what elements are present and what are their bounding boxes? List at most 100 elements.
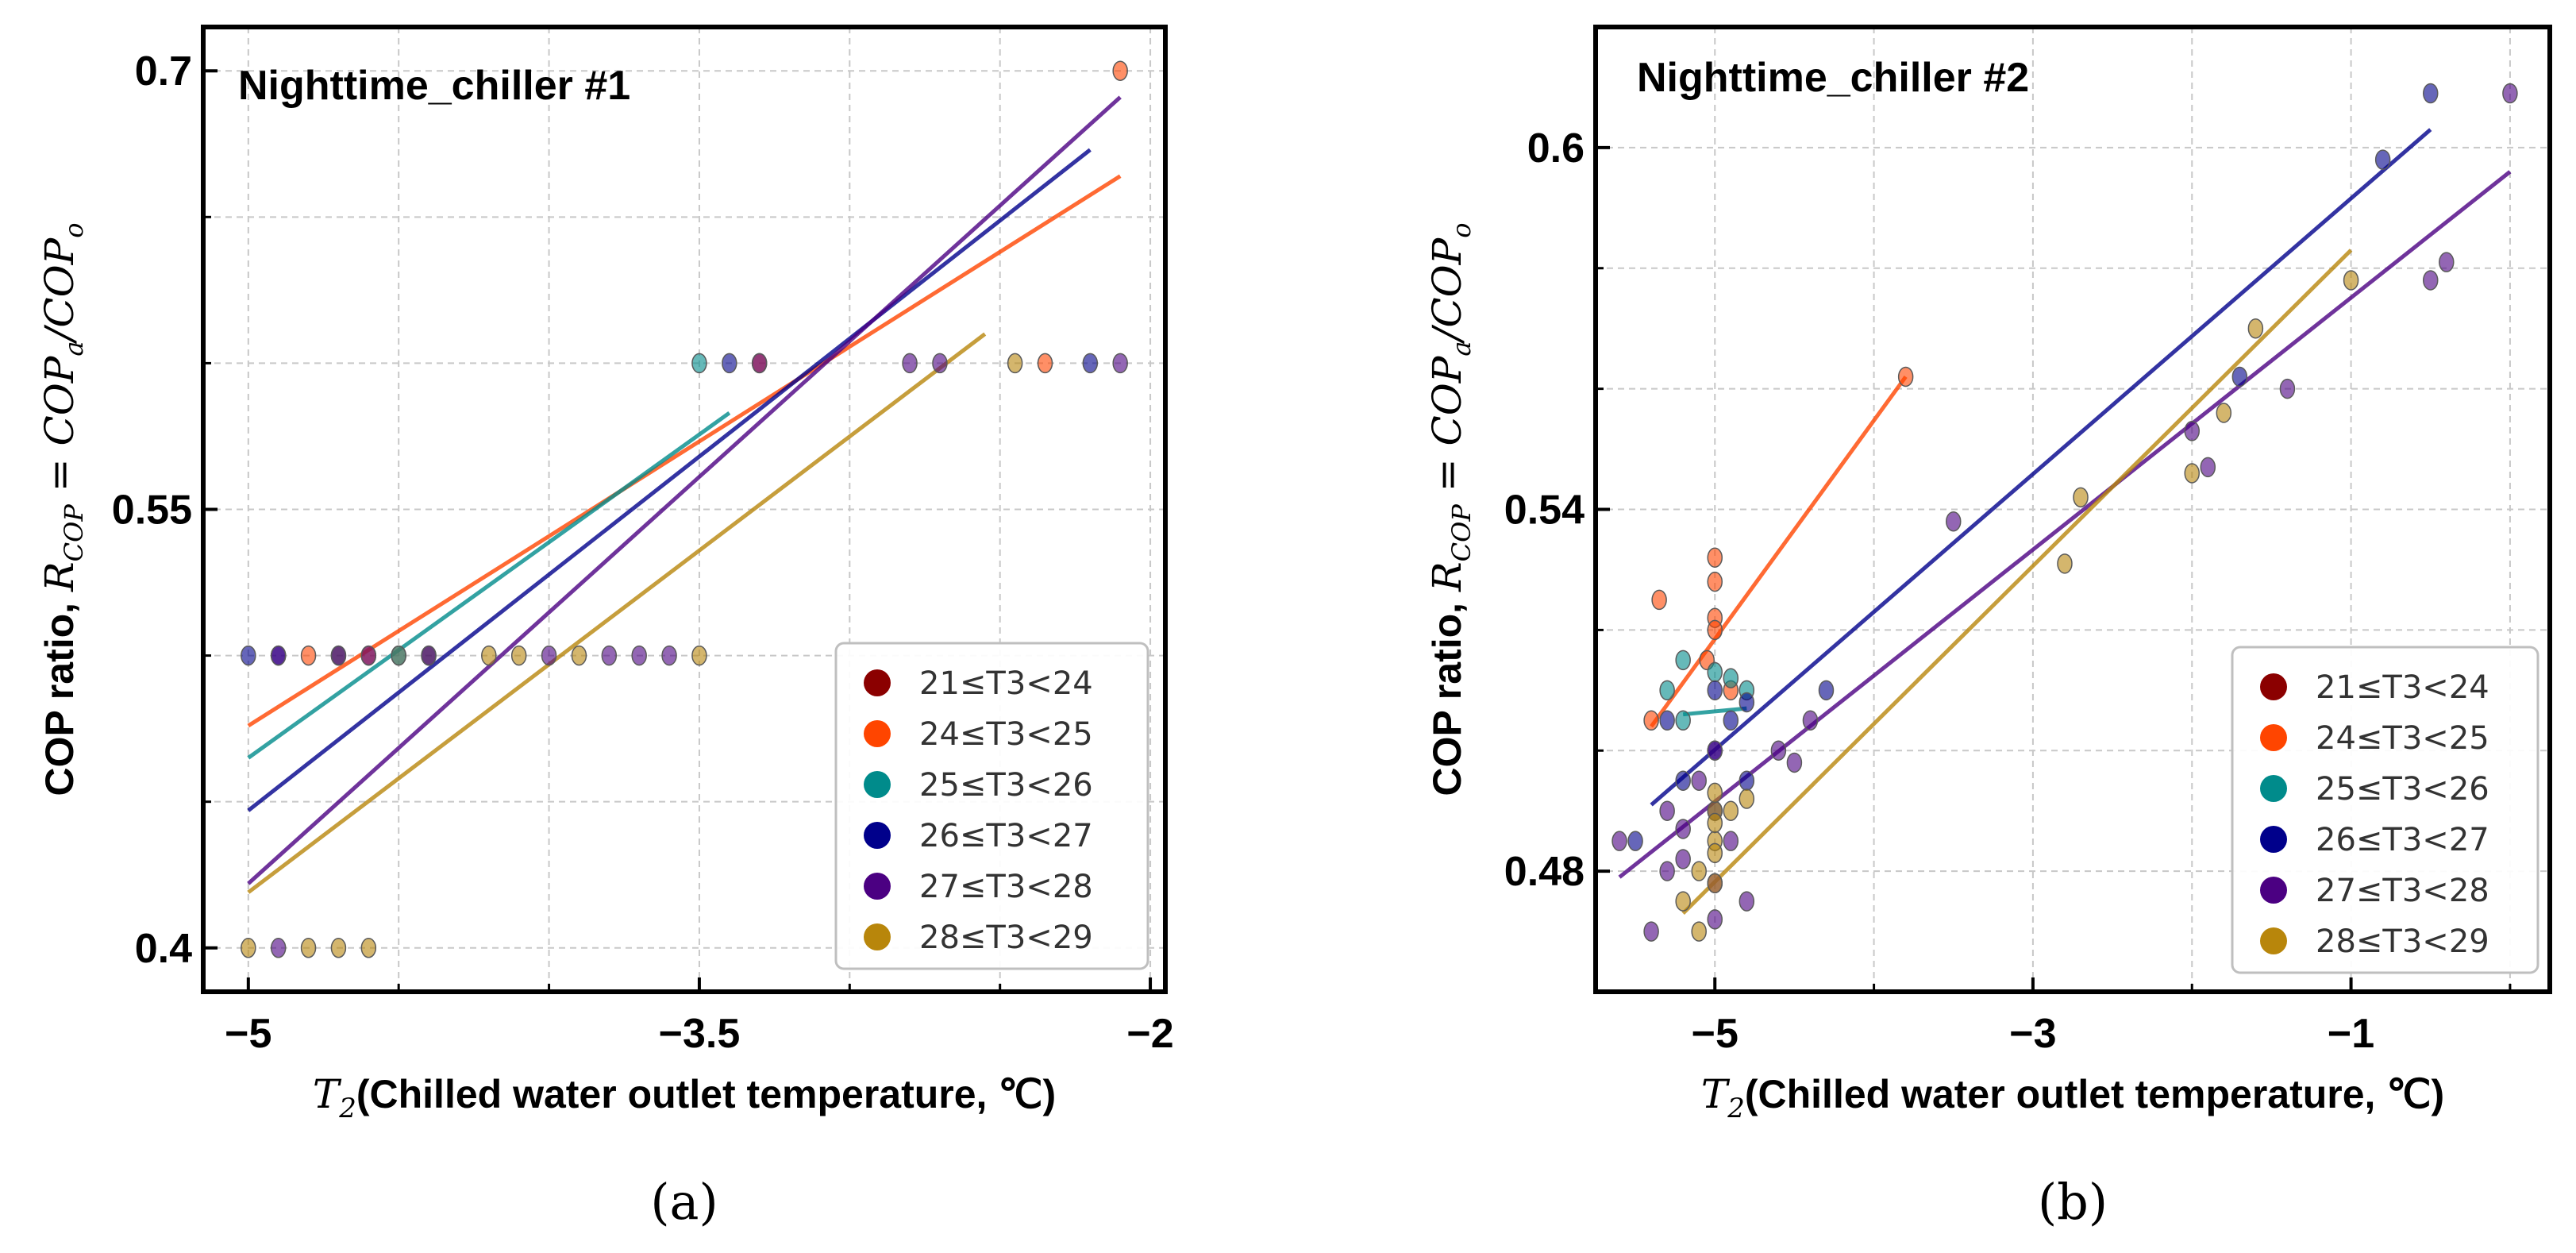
legend-label: 24≤T3<25 xyxy=(919,716,1093,753)
fit-line xyxy=(247,332,987,894)
data-point xyxy=(601,645,618,666)
data-point xyxy=(1707,873,1723,894)
y-axis-label-eq: = COP xyxy=(1424,355,1470,504)
x-axis-label-sub: 2 xyxy=(1727,1093,1745,1124)
y-tick-label: 0.54 xyxy=(1504,488,1584,534)
data-point xyxy=(1675,770,1691,791)
data-point xyxy=(2200,457,2216,478)
data-point xyxy=(270,938,287,958)
y-axis-label-symbol: R xyxy=(37,561,83,592)
legend-label: 26≤T3<27 xyxy=(2316,822,2489,858)
y-axis-label-text: COP ratio, xyxy=(1425,592,1469,796)
x-tick-label: −3.5 xyxy=(659,1011,741,1057)
data-point xyxy=(270,645,287,666)
y-axis-label-slash: /COP xyxy=(1424,237,1470,344)
legend-marker xyxy=(2260,775,2287,802)
y-axis-label-text: COP ratio, xyxy=(37,592,82,796)
x-tick-label: −2 xyxy=(1126,1011,1173,1057)
x-axis-label: T2(Chilled water outlet temperature, ℃) xyxy=(1701,1071,2444,1124)
data-point xyxy=(1723,710,1739,731)
data-point xyxy=(360,938,377,958)
legend-marker xyxy=(2260,673,2287,700)
data-point xyxy=(1786,752,1803,773)
data-point xyxy=(631,645,647,666)
data-point xyxy=(2279,378,2296,399)
fit-line xyxy=(1650,375,1908,728)
fit-line xyxy=(247,411,731,760)
data-point xyxy=(360,645,377,666)
data-point xyxy=(1707,812,1723,834)
data-point xyxy=(1112,60,1128,81)
legend-marker xyxy=(2260,877,2287,904)
data-point xyxy=(2439,252,2455,272)
data-point xyxy=(2057,553,2073,574)
legend-marker xyxy=(2260,927,2287,954)
data-point xyxy=(2423,83,2439,104)
x-axis-label-text: (Chilled water outlet temperature, ℃) xyxy=(356,1072,1056,1116)
data-point xyxy=(1739,788,1755,809)
data-point xyxy=(902,353,918,374)
data-point xyxy=(1707,842,1723,864)
data-point xyxy=(2231,366,2248,387)
data-point xyxy=(2184,463,2200,484)
data-point xyxy=(1659,861,1675,881)
data-point xyxy=(1707,661,1723,683)
x-tick-label: −5 xyxy=(225,1011,271,1057)
data-point xyxy=(391,645,406,666)
data-point xyxy=(1802,710,1819,731)
data-point xyxy=(932,353,948,374)
data-point xyxy=(330,645,347,666)
data-point xyxy=(1651,589,1667,611)
legend-label: 25≤T3<26 xyxy=(2316,771,2489,808)
legend-label: 25≤T3<26 xyxy=(919,767,1093,804)
x-axis-label-text: (Chilled water outlet temperature, ℃) xyxy=(1745,1072,2444,1116)
data-point xyxy=(1037,353,1053,374)
data-point xyxy=(661,645,677,666)
data-point xyxy=(2073,487,2089,508)
data-point xyxy=(1707,619,1723,641)
data-point xyxy=(241,645,256,666)
data-point xyxy=(1707,740,1723,761)
data-point xyxy=(2423,270,2439,291)
data-point xyxy=(1659,680,1675,701)
x-axis-label-sub: 2 xyxy=(338,1093,356,1124)
data-point xyxy=(1691,921,1707,942)
data-point xyxy=(1659,800,1675,821)
data-point xyxy=(1007,353,1023,374)
legend-marker xyxy=(2260,826,2287,853)
data-point xyxy=(1675,849,1691,869)
axes-frame xyxy=(1593,25,2552,994)
x-axis-label: T2(Chilled water outlet temperature, ℃) xyxy=(313,1071,1056,1124)
y-tick-label: 0.55 xyxy=(112,488,192,534)
panel-sub-label: (b) xyxy=(2038,1173,2108,1231)
x-tick-label: −1 xyxy=(2328,1011,2374,1057)
data-point xyxy=(1707,909,1723,930)
data-point xyxy=(2247,318,2264,339)
data-point xyxy=(300,645,317,666)
legend-label: 27≤T3<28 xyxy=(919,869,1093,905)
y-axis-label: COP ratio, RCOP = COPa/COPo xyxy=(1424,222,1477,796)
data-point xyxy=(1770,740,1787,761)
panel-title: Nighttime_chiller #2 xyxy=(1637,55,2029,101)
y-axis-label-eq: = COP xyxy=(37,355,83,504)
legend: 21≤T3<24 24≤T3<25 25≤T3<26 26≤T3<27 27≤T3<28… xyxy=(2231,646,2539,974)
fit-line xyxy=(247,95,1122,885)
chart-panel-a: −5 −3.5 −20.40.550.7 Nighttime_chiller #1T2… xyxy=(37,25,1174,1231)
data-point xyxy=(330,938,347,958)
y-axis-label-sub: COP xyxy=(59,504,89,562)
data-point xyxy=(1082,353,1099,374)
legend-marker xyxy=(864,720,891,747)
data-point xyxy=(541,645,557,666)
legend-marker xyxy=(864,923,891,950)
data-point xyxy=(2216,403,2232,423)
data-point xyxy=(1675,891,1691,912)
legend-frame xyxy=(2231,646,2539,974)
y-tick-label: 0.48 xyxy=(1504,849,1584,895)
data-point xyxy=(1643,710,1659,731)
data-point xyxy=(1723,668,1739,688)
legend-label: 21≤T3<24 xyxy=(2316,669,2489,706)
data-point xyxy=(571,645,587,666)
legend-marker xyxy=(864,669,891,696)
data-point xyxy=(2184,421,2200,441)
